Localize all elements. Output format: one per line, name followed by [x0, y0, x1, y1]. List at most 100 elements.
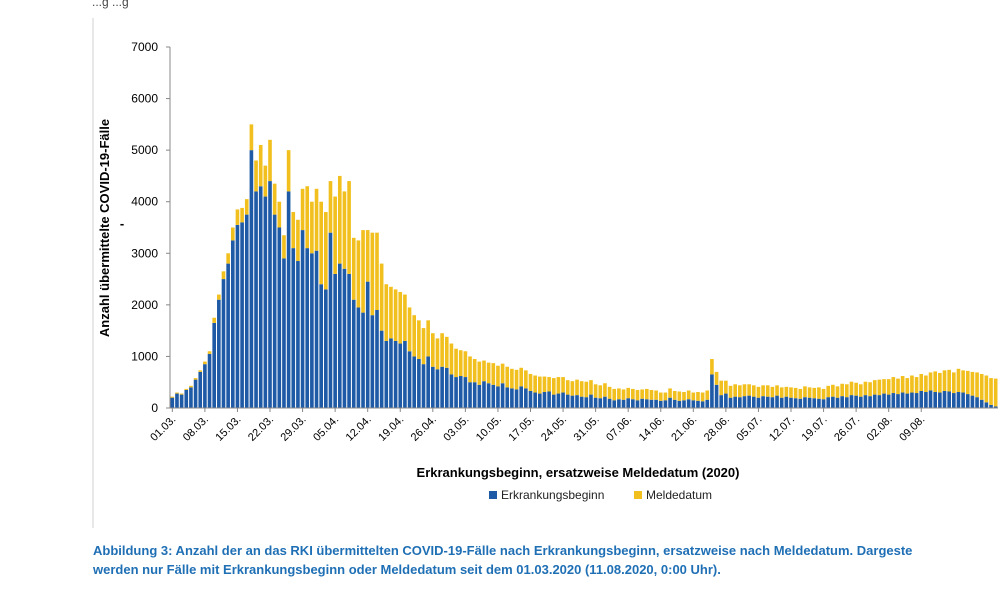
bar-erkrankungsbeginn-163 — [928, 390, 933, 408]
bar-meldedatum-64 — [468, 356, 472, 383]
bar-meldedatum-81 — [547, 377, 551, 392]
x-tick-label-4: 29.03. — [279, 414, 309, 444]
bar-meldedatum-140 — [821, 388, 826, 400]
bar-erkrankungsbeginn-7 — [203, 364, 207, 408]
bar-erkrankungsbeginn-176 — [989, 404, 993, 408]
bar-erkrankungsbeginn-140 — [821, 399, 826, 408]
x-tick-label-5: 05.04. — [311, 414, 341, 444]
x-tick-label-19: 12.07. — [767, 414, 797, 444]
bar-erkrankungsbeginn-63 — [463, 377, 468, 408]
bar-erkrankungsbeginn-102 — [644, 399, 649, 408]
bar-meldedatum-143 — [835, 386, 840, 398]
bar-meldedatum-90 — [589, 380, 593, 395]
bar-erkrankungsbeginn-72 — [505, 387, 510, 408]
bar-erkrankungsbeginn-6 — [198, 371, 203, 408]
bar-meldedatum-61 — [454, 348, 458, 378]
bar-meldedatum-154 — [886, 379, 891, 395]
bar-meldedatum-171 — [965, 370, 970, 395]
bar-meldedatum-39 — [351, 237, 356, 300]
bar-erkrankungsbeginn-150 — [868, 396, 872, 408]
bar-meldedatum-41 — [361, 230, 365, 313]
bar-meldedatum-92 — [598, 385, 603, 399]
bar-erkrankungsbeginn-22 — [272, 214, 277, 408]
bar-meldedatum-96 — [617, 388, 621, 400]
bar-erkrankungsbeginn-174 — [979, 399, 984, 408]
x-tick-label-3: 22.03. — [246, 414, 276, 444]
bar-meldedatum-42 — [365, 230, 370, 282]
bar-erkrankungsbeginn-75 — [519, 386, 524, 408]
bar-erkrankungsbeginn-143 — [835, 397, 840, 408]
bar-meldedatum-85 — [565, 380, 570, 395]
bar-meldedatum-121 — [733, 384, 737, 397]
x-tick-label-21: 26.07. — [832, 414, 862, 444]
bar-erkrankungsbeginn-136 — [803, 397, 807, 408]
bar-erkrankungsbeginn-152 — [877, 395, 882, 408]
bar-meldedatum-40 — [356, 240, 361, 308]
x-tick-label-23: 09.08. — [897, 414, 927, 444]
bar-erkrankungsbeginn-30 — [310, 253, 314, 408]
bar-meldedatum-112 — [691, 392, 696, 401]
bar-erkrankungsbeginn-43 — [370, 315, 375, 408]
bar-erkrankungsbeginn-64 — [468, 382, 472, 408]
top-text-fragment: ...g ...g — [92, 0, 129, 9]
bar-meldedatum-10 — [217, 294, 221, 300]
bar-erkrankungsbeginn-123 — [742, 396, 747, 408]
bar-erkrankungsbeginn-12 — [226, 263, 230, 408]
bar-meldedatum-32 — [319, 201, 323, 285]
bar-meldedatum-88 — [579, 381, 584, 397]
bar-erkrankungsbeginn-104 — [654, 399, 658, 408]
x-tick-label-10: 10.05. — [474, 414, 504, 444]
bar-meldedatum-67 — [482, 360, 486, 382]
bar-meldedatum-148 — [858, 384, 863, 397]
bar-meldedatum-97 — [621, 389, 626, 400]
bar-erkrankungsbeginn-44 — [375, 310, 379, 408]
bar-erkrankungsbeginn-164 — [933, 392, 938, 408]
bar-meldedatum-105 — [658, 392, 663, 401]
bar-meldedatum-28 — [300, 188, 305, 231]
bar-meldedatum-101 — [640, 389, 644, 399]
bar-meldedatum-50 — [403, 294, 407, 341]
bar-erkrankungsbeginn-5 — [193, 379, 198, 408]
y-tick-label-3: 3000 — [131, 246, 158, 260]
bar-erkrankungsbeginn-53 — [417, 359, 421, 408]
bar-meldedatum-128 — [765, 385, 770, 397]
bar-erkrankungsbeginn-130 — [775, 395, 779, 408]
bar-erkrankungsbeginn-159 — [910, 392, 914, 408]
bar-erkrankungsbeginn-60 — [449, 374, 454, 408]
bar-meldedatum-103 — [649, 389, 654, 400]
bar-erkrankungsbeginn-85 — [565, 394, 570, 408]
bar-erkrankungsbeginn-167 — [947, 391, 951, 408]
bar-meldedatum-166 — [942, 370, 947, 391]
bar-meldedatum-158 — [905, 378, 910, 394]
bar-erkrankungsbeginn-160 — [914, 393, 919, 408]
bar-meldedatum-37 — [342, 191, 347, 269]
bar-meldedatum-99 — [631, 388, 635, 400]
bar-erkrankungsbeginn-168 — [951, 393, 956, 408]
bar-erkrankungsbeginn-161 — [919, 390, 924, 408]
bar-erkrankungsbeginn-35 — [333, 273, 337, 408]
bar-meldedatum-122 — [738, 385, 742, 398]
bar-meldedatum-141 — [826, 385, 831, 398]
bar-meldedatum-45 — [379, 263, 384, 331]
bar-erkrankungsbeginn-92 — [598, 398, 603, 408]
bar-meldedatum-4 — [189, 385, 193, 388]
bar-meldedatum-23 — [277, 201, 282, 228]
bar-erkrankungsbeginn-132 — [784, 396, 789, 408]
bar-meldedatum-12 — [226, 253, 230, 264]
bar-erkrankungsbeginn-170 — [961, 392, 965, 408]
bar-meldedatum-165 — [938, 372, 942, 393]
bar-meldedatum-147 — [854, 382, 858, 396]
bar-erkrankungsbeginn-48 — [393, 340, 398, 408]
bar-erkrankungsbeginn-175 — [984, 402, 989, 408]
bar-erkrankungsbeginn-17 — [249, 150, 254, 408]
legend-label-meldedatum: Meldedatum — [646, 488, 712, 502]
bar-meldedatum-38 — [347, 181, 351, 274]
bar-erkrankungsbeginn-19 — [258, 186, 263, 408]
bar-erkrankungsbeginn-89 — [584, 397, 589, 408]
bar-meldedatum-144 — [840, 383, 844, 397]
bar-erkrankungsbeginn-107 — [668, 397, 672, 408]
bar-erkrankungsbeginn-86 — [570, 395, 575, 408]
bar-erkrankungsbeginn-61 — [454, 377, 458, 408]
x-axis-title: Erkrankungsbeginn, ersatzweise Meldedatu… — [417, 465, 740, 480]
bar-meldedatum-18 — [254, 160, 258, 192]
